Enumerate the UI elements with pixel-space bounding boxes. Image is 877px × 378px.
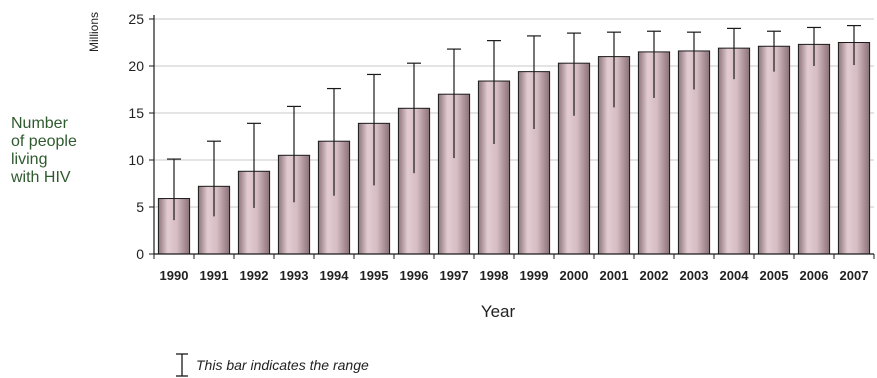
y-axis-label-line: Number — [11, 115, 68, 132]
x-tick-label: 2005 — [760, 268, 789, 283]
y-axis-label-line: living — [11, 151, 48, 168]
bar-2007 — [837, 42, 871, 255]
x-tick-label: 1997 — [440, 268, 469, 283]
x-tick-label: 1995 — [360, 268, 389, 283]
error-bars — [167, 24, 861, 221]
x-tick-labels: 1990 1991 1992 1993 1994 1995 1996 1997 1998 1999… — [153, 254, 875, 283]
legend: This bar indicates the range — [176, 353, 369, 377]
y-tick-label: 0 — [136, 246, 144, 262]
x-tick-label: 1994 — [320, 268, 350, 283]
error-bar-2005 — [767, 30, 781, 72]
error-bar-1998 — [487, 40, 501, 145]
y-tick-label: 10 — [128, 152, 144, 168]
y-tick-label: 15 — [128, 105, 144, 121]
bar-2005 — [757, 45, 791, 255]
error-bar-2007 — [847, 24, 861, 66]
error-bar-1993 — [287, 105, 301, 203]
x-tick-label: 2001 — [600, 268, 629, 283]
x-tick-label: 2003 — [680, 268, 709, 283]
error-bar-2000 — [567, 32, 581, 116]
error-bar-1991 — [207, 140, 221, 217]
error-bar-1990 — [167, 158, 181, 221]
error-bar-1999 — [527, 35, 541, 129]
y-unit-label: Millions — [87, 12, 101, 52]
error-bar-2002 — [647, 30, 661, 98]
x-tick-label: 2002 — [640, 268, 669, 283]
x-tick-label: 2004 — [720, 268, 750, 283]
y-tick-label: 25 — [128, 11, 144, 27]
x-tick-label: 1992 — [240, 268, 269, 283]
x-tick-label: 1993 — [280, 268, 309, 283]
error-bar-1996 — [407, 62, 421, 174]
x-tick-label: 1996 — [400, 268, 429, 283]
x-tick-label: 1998 — [480, 268, 509, 283]
y-tick-label: 20 — [128, 58, 144, 74]
x-tick-label: 1990 — [160, 268, 189, 283]
legend-range-icon — [176, 353, 188, 377]
y-tick-label: 5 — [136, 199, 144, 215]
error-bar-2003 — [687, 31, 701, 90]
error-bar-2001 — [607, 31, 621, 108]
error-bar-2006 — [807, 26, 821, 66]
error-bar-1992 — [247, 122, 261, 208]
error-bar-2004 — [727, 27, 741, 80]
grid-lines — [154, 18, 874, 208]
error-bar-1995 — [367, 73, 381, 186]
y-axis-label-line: of people — [11, 133, 77, 150]
x-tick-label: 2007 — [840, 268, 869, 283]
error-bar-1997 — [447, 48, 461, 159]
y-axis-label-line: with HIV — [11, 169, 71, 186]
x-tick-label: 1991 — [200, 268, 229, 283]
y-tick-labels: 0 5 10 15 20 25 — [128, 11, 154, 262]
x-tick-label: 1999 — [520, 268, 549, 283]
bar-2004 — [717, 47, 751, 255]
y-axis-label: Number of people living with HIV — [11, 115, 121, 187]
legend-text: This bar indicates the range — [196, 357, 369, 373]
bars — [157, 42, 871, 255]
x-tick-label: 2006 — [800, 268, 829, 283]
x-axis-label: Year — [481, 302, 516, 321]
x-tick-label: 2000 — [560, 268, 589, 283]
error-bar-1994 — [327, 87, 341, 196]
bar-2006 — [797, 43, 831, 255]
